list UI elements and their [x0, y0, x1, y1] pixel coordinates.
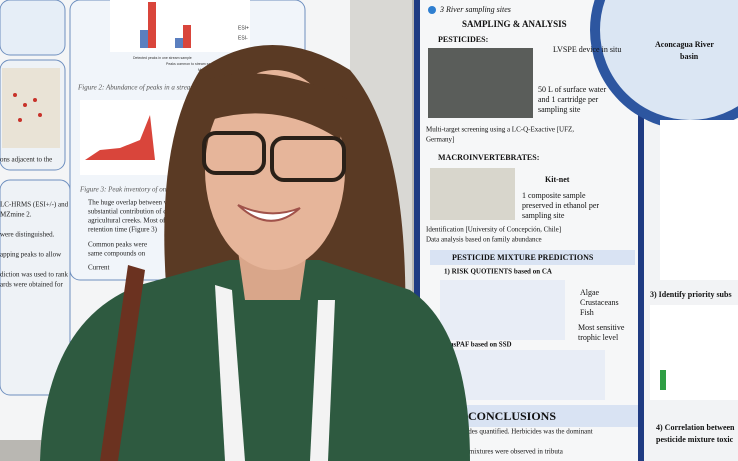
heading-band [440, 405, 638, 427]
heading: 4) Correlation between [656, 423, 735, 432]
glasses [202, 131, 266, 175]
legend: ESI+ [238, 25, 249, 31]
text: 50 L of surface water [538, 85, 606, 94]
shirt [40, 260, 470, 461]
text: Kit-net [545, 175, 570, 184]
bar [148, 2, 156, 48]
text: Data analysis based on family abundance [426, 236, 542, 244]
heading-band [430, 250, 635, 265]
map-dots [13, 93, 42, 122]
scatter-image [80, 100, 185, 175]
legend: ESI- [238, 35, 248, 41]
text: Aconcagua River [655, 40, 714, 49]
text: pesticides quantified. Herbicides was th… [450, 428, 593, 436]
heading: MACROINVERTEBRATES: [438, 153, 539, 162]
body-text: were distinguished. [0, 231, 55, 239]
body-text: same compounds on [88, 250, 146, 258]
caption: Figure 2: Abundance of peaks in a stream… [77, 84, 235, 92]
heading: PESTICIDE MIXTURE PREDICTIONS [452, 253, 594, 262]
smile [237, 204, 301, 222]
text: Germany] [426, 136, 454, 144]
bar [183, 25, 191, 48]
text: and 1 cartridge per [538, 95, 599, 104]
body-text: ards were obtained for [0, 281, 63, 289]
lanyard [310, 300, 335, 461]
text: Multi-target screening using a LC-Q-Exac… [426, 126, 574, 134]
text: LVSPE device in situ [553, 45, 621, 54]
text: 1 composite sample [522, 191, 586, 200]
text: trophic level [578, 333, 619, 342]
text: Identification [University of Concepción… [426, 226, 561, 234]
heading: 3) Identify priority subs [650, 290, 732, 299]
person [40, 45, 470, 461]
fringe [205, 73, 350, 140]
device-photo [428, 48, 533, 118]
body-text: substantial contribution of crop-rela [88, 208, 189, 216]
plot-panel [660, 120, 738, 280]
text: sampling site [522, 211, 565, 220]
body-text: agricultural creeks. Most of [88, 217, 166, 225]
text: 3 River sampling sites [439, 5, 511, 14]
body-text: MZmine 2. [0, 211, 32, 219]
caption: Figure 3: Peak inventory of one stream [79, 186, 190, 194]
glasses [270, 136, 346, 182]
body-text: apping peaks to allow [0, 251, 62, 259]
heading: 2) msPAF based on SSD [440, 341, 512, 349]
text: Fish [580, 308, 594, 317]
heading: pesticide mixture toxic [656, 435, 734, 444]
text: plex mixtures were observed in tributa [455, 448, 564, 456]
heading: 1) RISK QUOTIENTS based on CA [444, 268, 552, 276]
bag-strap [100, 265, 145, 461]
bullet [428, 6, 436, 14]
bar [175, 38, 183, 48]
text: basin [680, 52, 699, 61]
body-text: The huge overlap between water [88, 199, 180, 207]
bar [660, 370, 666, 390]
poster-border [638, 0, 644, 461]
body-text: LC-HRMS (ESI+/-) and [0, 201, 69, 209]
body-text: Current [88, 264, 109, 272]
body-text: Common peaks were [88, 241, 147, 249]
lanyard [215, 285, 245, 461]
poster-border [414, 0, 420, 461]
heading: PESTICIDES: [438, 35, 488, 44]
panel [0, 179, 71, 396]
body-text: diction was used to rank [0, 271, 69, 279]
text: Most sensitive [578, 323, 625, 332]
text: sampling site [538, 105, 581, 114]
equation [440, 350, 605, 400]
text: preserved in ethanol per [522, 201, 599, 210]
insect-photo [430, 168, 515, 220]
bar-label: Peaks common to stream sample and tissue… [166, 62, 246, 66]
scatter-cloud [85, 115, 155, 160]
bar-label: Detected peaks in one stream sample [133, 56, 192, 60]
map-image [2, 68, 60, 148]
body-text: retention time (Figure 3) [88, 226, 158, 234]
heading: CONCLUSIONS [468, 409, 556, 423]
body-text: ons adjacent to the [0, 156, 52, 164]
bar [140, 30, 148, 48]
panel [0, 0, 66, 56]
heading: SAMPLING & ANALYSIS [462, 19, 567, 29]
equation [440, 280, 565, 340]
text: Crustaceans [580, 298, 619, 307]
text: Algae [580, 288, 600, 297]
